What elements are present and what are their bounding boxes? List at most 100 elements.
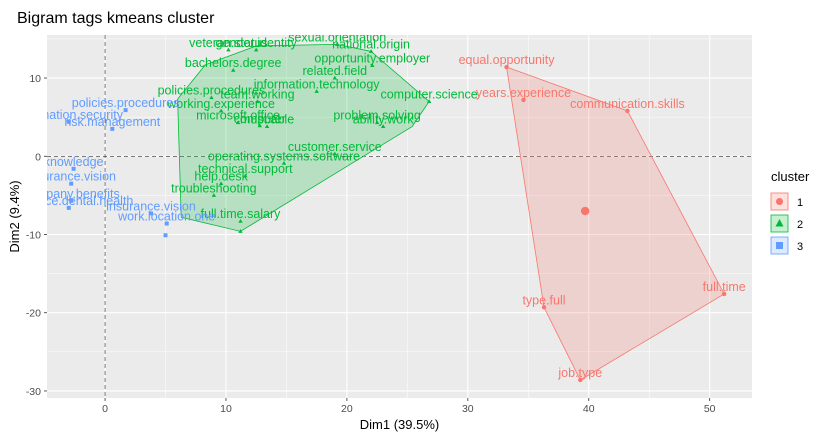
data-point-cluster-1 bbox=[541, 305, 547, 310]
cluster-centroid-1 bbox=[580, 206, 590, 216]
y-tick-label: -30 bbox=[26, 386, 41, 398]
legend-label-2: 2 bbox=[797, 219, 803, 231]
cluster-hull-1 bbox=[506, 66, 725, 381]
data-point-cluster-2 bbox=[314, 89, 319, 93]
legend-title: cluster bbox=[771, 169, 810, 184]
legend-label-3: 3 bbox=[797, 241, 803, 253]
data-point-cluster-2 bbox=[243, 173, 248, 178]
data-point-cluster-2 bbox=[211, 193, 217, 197]
y-tick-label: -10 bbox=[26, 229, 41, 241]
y-tick-label: 0 bbox=[35, 151, 41, 163]
y-tick-label: 10 bbox=[29, 73, 41, 85]
data-point-cluster-2 bbox=[370, 63, 375, 68]
point-label: help.desk bbox=[194, 170, 248, 184]
point-label: gender.identity bbox=[216, 36, 298, 50]
point-label: customer.service bbox=[288, 140, 382, 154]
x-tick-label: 0 bbox=[102, 403, 108, 415]
point-label: information.technology bbox=[254, 77, 381, 91]
data-point-cluster-2 bbox=[368, 49, 374, 53]
legend-label-1: 1 bbox=[797, 197, 803, 209]
point-label: insurance.dental.health bbox=[4, 194, 133, 208]
point-label: computer.science bbox=[380, 87, 477, 101]
point-label: working.experience bbox=[166, 97, 275, 111]
data-point-cluster-2 bbox=[335, 42, 340, 46]
data-point-cluster-1 bbox=[504, 64, 509, 70]
data-point-cluster-2 bbox=[264, 124, 270, 129]
legend-marker-3 bbox=[776, 242, 783, 249]
data-point-cluster-2 bbox=[374, 120, 380, 125]
x-tick-label: 10 bbox=[220, 403, 232, 415]
data-point-cluster-2 bbox=[380, 124, 386, 129]
cluster-hull-2 bbox=[177, 43, 430, 232]
x-tick-label: 20 bbox=[341, 403, 353, 415]
x-tick-label: 50 bbox=[704, 403, 716, 415]
point-label: risk.management bbox=[64, 115, 160, 129]
data-points bbox=[66, 42, 727, 383]
data-point-cluster-2 bbox=[226, 47, 231, 52]
point-label: years.experience bbox=[476, 86, 571, 100]
data-point-cluster-1 bbox=[625, 108, 630, 114]
data-point-cluster-1 bbox=[721, 291, 727, 297]
point-label: company.benefits bbox=[23, 187, 120, 201]
data-point-cluster-2 bbox=[255, 99, 260, 103]
point-label: equal.opportunity bbox=[459, 53, 556, 67]
point-label: technical.support bbox=[198, 162, 293, 176]
data-point-cluster-2 bbox=[254, 47, 259, 52]
point-label: policies.procedures bbox=[72, 96, 180, 110]
point-label: policies.procedures bbox=[158, 84, 266, 98]
chart-title: Bigram tags kmeans cluster bbox=[17, 10, 215, 27]
zero-lines bbox=[47, 35, 752, 398]
point-label: knowledge bbox=[44, 155, 104, 169]
data-point-cluster-2 bbox=[209, 95, 214, 100]
point-label: insurance.vision bbox=[106, 199, 196, 213]
data-point-cluster-3 bbox=[149, 211, 153, 216]
point-label: national.origin bbox=[332, 37, 410, 51]
data-point-cluster-3 bbox=[71, 166, 76, 171]
point-labels: equal.opportunity years.experiencecommuni… bbox=[4, 30, 746, 380]
point-label: veteran.status bbox=[189, 36, 268, 50]
cluster-hulls bbox=[177, 43, 725, 381]
data-point-cluster-2 bbox=[218, 108, 224, 113]
data-point-cluster-3 bbox=[123, 108, 128, 113]
data-layer: equal.opportunity years.experiencecommuni… bbox=[4, 30, 746, 383]
y-axis-title: Dim2 (9.4%) bbox=[7, 180, 22, 252]
point-label: communication.skills bbox=[570, 97, 685, 111]
point-label: full.time bbox=[703, 280, 746, 294]
data-point-cluster-3 bbox=[164, 221, 169, 226]
data-point-cluster-2 bbox=[218, 181, 224, 186]
point-label: sexual.orientation bbox=[288, 30, 386, 44]
grid-minor bbox=[47, 35, 752, 398]
legend-marker-2 bbox=[775, 219, 784, 227]
point-label: information.security bbox=[15, 108, 124, 122]
data-point-cluster-3 bbox=[163, 233, 168, 238]
axes: 0 10 20 30 40 50 10 0 -10 -20 -30 bbox=[26, 73, 716, 415]
legend-marker-1 bbox=[776, 198, 783, 205]
data-point-cluster-3 bbox=[110, 126, 115, 131]
data-point-cluster-3 bbox=[66, 205, 71, 210]
point-label: operating.systems.software bbox=[208, 149, 360, 163]
point-label: work.location.one bbox=[117, 210, 215, 224]
point-label: team.working bbox=[220, 87, 294, 101]
data-point-cluster-3 bbox=[69, 198, 74, 203]
x-tick-label: 30 bbox=[462, 403, 474, 415]
point-label: full.time.salary bbox=[201, 207, 282, 221]
y-tick-label: -20 bbox=[26, 308, 41, 320]
point-label: problem.solving bbox=[333, 109, 421, 123]
point-label: bachelors.degree bbox=[185, 56, 282, 70]
point-label: troubleshooting bbox=[171, 181, 257, 195]
grid-major bbox=[47, 35, 752, 398]
data-point-cluster-2 bbox=[231, 67, 236, 72]
point-label: microsoft.office bbox=[196, 109, 280, 123]
data-point-cluster-3 bbox=[69, 181, 74, 186]
data-point-cluster-2 bbox=[332, 151, 338, 156]
point-label: type.full bbox=[522, 293, 565, 307]
point-label: insurance.vision bbox=[26, 170, 116, 184]
point-label: computer bbox=[234, 112, 286, 126]
data-point-cluster-2 bbox=[235, 120, 241, 125]
point-label: related.field bbox=[302, 64, 367, 78]
legend: cluster 1 2 3 bbox=[770, 169, 810, 255]
point-label: opportunity.employer bbox=[314, 52, 430, 66]
data-point-cluster-2 bbox=[426, 99, 432, 103]
data-point-cluster-3 bbox=[66, 119, 71, 124]
data-point-cluster-2 bbox=[281, 161, 287, 165]
